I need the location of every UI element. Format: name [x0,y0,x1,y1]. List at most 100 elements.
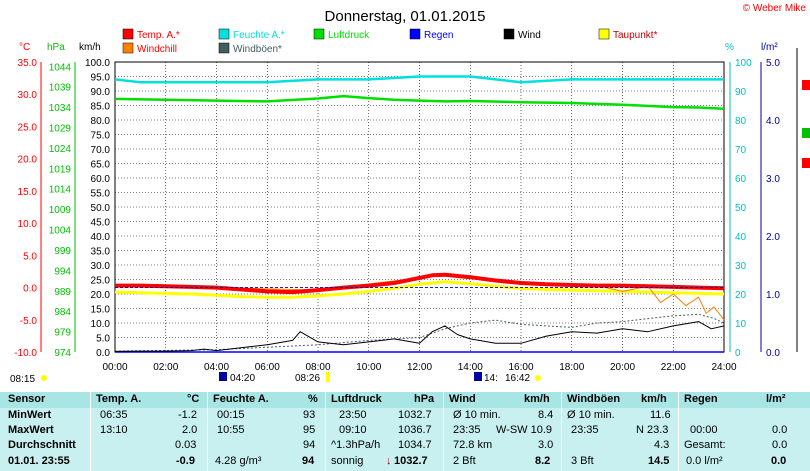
x-tick-label: 14:00 [458,362,483,373]
pressure-tick-label: 1009 [49,205,72,216]
now-humid-value: 94 [302,455,315,467]
humidity-tick-label: 40 [735,232,747,243]
avg-humid-value: 94 [303,439,316,451]
x-tick-label: 04:00 [204,362,229,373]
marker-sunset-icon [535,375,541,381]
hdr-temp: Temp. A. [96,393,142,405]
wind-tick-label: 25.0 [91,276,111,287]
max-press-value: 1036.7 [398,424,432,436]
x-tick-label: 16:00 [508,362,533,373]
max-humid-time: 10:55 [217,424,245,436]
min-humid-time: 00:15 [217,409,245,421]
temp-tick-label: 35.0 [18,58,38,69]
hdr-temp-unit: °C [187,393,200,405]
rain-tick-label: 4.0 [766,116,780,127]
now-weather: sonnig [331,455,364,467]
wind-axis-unit: km/h [79,42,101,53]
wind-tick-label: 35.0 [91,247,111,258]
time-markers: 08:15 04:20 08:26 14: 16:42 [10,372,541,385]
wind-tick-label: 45.0 [91,218,111,229]
pressure-tick-label: 1044 [49,62,72,73]
pressure-axis-unit: hPa [47,42,65,53]
pressure-tick-label: 984 [54,307,71,318]
wind-tick-label: 10.0 [91,319,111,330]
max-temp-value: 2.0 [182,424,198,436]
max-gust-time: 23:35 [571,424,599,436]
series-feuchte-a [114,75,724,84]
wind-tick-label: 70.0 [91,145,111,156]
temp-tick-label: 0.0 [23,284,37,295]
wind-tick-label: 20.0 [91,290,111,301]
marker-rain-icon [326,372,330,382]
temp-tick-label: 10.0 [18,219,38,230]
humidity-tick-label: 30 [735,261,747,272]
wind-tick-label: 60.0 [91,174,111,185]
temp-tick-label: 20.0 [18,155,38,166]
legend-label: Regen [424,30,453,41]
humidity-tick-label: 80 [735,116,747,127]
x-tick-label: 08:00 [305,362,330,373]
now-press-value: 1032.7 [394,455,428,467]
hdr-press-unit: hPa [414,393,435,405]
max-gust-value: N 23.3 [636,424,669,436]
hdr-humid: Feuchte A. [213,393,269,405]
copyright-text: © Weber Mike [743,3,807,14]
pressure-tick-label: 1024 [49,144,72,155]
legend-swatch [122,28,134,40]
rain-tick-label: 1.0 [766,290,780,301]
humidity-tick-label: 10 [735,319,747,330]
row-min-label: MinWert [8,409,52,421]
hdr-gust: Windböen [567,393,621,405]
hdr-rain: Regen [684,393,718,405]
series-wind [114,321,725,352]
wind-tick-label: 65.0 [91,160,111,171]
min-humid-value: 93 [303,409,316,421]
grid-lines [115,62,724,352]
pressure-tick-label: 1039 [49,83,72,94]
series-temp-a [115,272,725,295]
wind-tick-label: 40.0 [91,232,111,243]
hdr-humid-unit: % [308,393,318,405]
legend-swatch [503,28,515,40]
row-max-label: MaxWert [8,424,54,436]
legend-label: Taupunkt* [613,30,658,41]
pressure-tick-label: 989 [54,287,71,298]
series-luftdruck [114,94,725,110]
temp-tick-label: 15.0 [18,187,38,198]
legend: Temp. A.* Feuchte A.* Luftdruck Regen Wind Ta… [122,28,658,55]
pressure-tick-label: 994 [54,266,71,277]
wind-tick-label: 100.0 [85,58,110,69]
marker-temp-max-time: 08:26 [295,373,320,384]
pressure-tick-label: 1004 [49,226,72,237]
wind-tick-label: 15.0 [91,305,111,316]
wind-tick-label: 5.0 [96,334,110,345]
x-tick-label: 00:00 [102,362,127,373]
legend-swatch [218,42,230,54]
rain-axis-unit: l/m² [761,42,778,53]
wind-tick-label: 50.0 [91,203,111,214]
right-edge-axis [796,48,810,352]
legend-label: Wind [518,30,541,41]
wind-tick-label: 80.0 [91,116,111,127]
x-tick-label: 06:00 [255,362,280,373]
wind-tick-label: 55.0 [91,189,111,200]
hdr-wind-unit: km/h [524,393,550,405]
marker-temp-min-time: 04:20 [230,373,255,384]
row-avg-label: Durchschnitt [8,439,76,451]
pressure-tick-label: 979 [54,328,71,339]
humidity-tick-label: 50 [735,203,747,214]
temp-tick-label: 5.0 [23,251,37,262]
now-gust-value: 14.5 [648,455,670,467]
avg-wind-value: 3.0 [538,439,554,451]
avg-wind-distance: 72.8 km [453,439,493,451]
legend-swatch [409,28,421,40]
marker-min-time: 08:15 [10,374,35,385]
max-wind-time: 23:35 [453,424,481,436]
humidity-tick-label: 60 [735,174,747,185]
x-tick-label: 10:00 [356,362,381,373]
summary-table: Sensor Temp. A. °C Feuchte A. % Luftdruc… [0,392,810,471]
min-temp-value: -1.2 [178,409,197,421]
humidity-axis-unit: % [725,42,734,53]
x-tick-label: 02:00 [153,362,178,373]
min-wind-value: 8.4 [538,409,554,421]
